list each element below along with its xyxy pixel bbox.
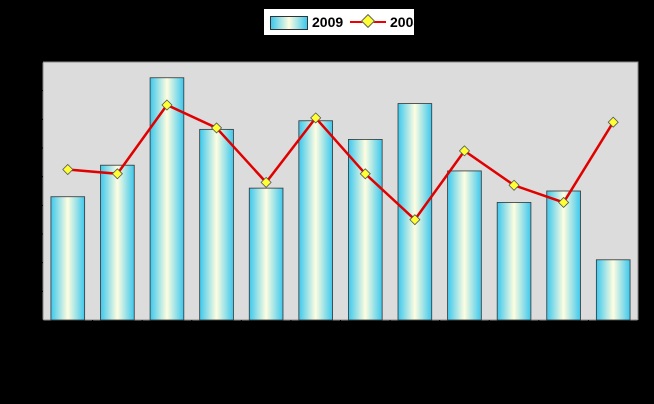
point-2008-jul [359,168,371,180]
y-tick-label: 100 [21,286,36,296]
line-2008 [67,103,615,222]
x-tick-label: Dec [603,326,623,346]
y-tick-label: 600 [21,143,36,153]
x-tick-label: Sep [454,326,475,347]
point-2008-feb [111,168,123,180]
y-tick-label: 200 [21,258,36,268]
x-tick-label: Oct [505,326,524,345]
x-tick-label: Jan [59,326,78,345]
plot-area [42,61,639,321]
bar-nov [546,190,581,321]
point-2008-apr [210,122,223,134]
bar-jun [298,120,333,321]
x-tick-label: Apr [208,326,227,345]
bar-oct [496,202,532,321]
bar-sep [447,170,482,321]
point-2008-jun [310,112,322,124]
x-tick-label: May [255,326,276,347]
point-2008-sep [458,145,471,157]
legend-label-2009: 2009 [312,14,344,30]
bar-series-2009 [50,77,631,321]
y-tick-label: 400 [21,200,36,210]
bar-aug [397,103,433,321]
bar-feb [100,164,135,321]
bar-apr [199,128,234,321]
x-tick-label: Jun [307,326,326,345]
point-2008-oct [508,179,520,191]
point-2008-may [260,176,272,188]
point-2008-mar [161,99,173,111]
bar-mar [149,77,185,321]
x-axis: Jan Feb Mar Apr May Jun Jul Aug Sep Oct Nov Dec [42,320,639,347]
x-tick-label: Aug [405,326,425,346]
point-2008-nov [558,196,570,209]
y-tick-label: 700 [21,114,36,124]
y-tick-label: 500 [21,172,36,182]
y-tick-label: 0 [31,315,36,325]
bar-jul [348,138,383,321]
legend-label-2008: 2008 [390,14,422,30]
bar-may [248,187,284,321]
x-tick-label: Mar [157,326,177,346]
legend-marker-2008 [360,13,376,29]
legend-swatch-2009 [270,16,308,30]
bar-jan [50,196,86,321]
y-axis: 0 100 200 300 400 500 600 700 800 900 [21,57,43,325]
y-tick-label: 300 [21,229,36,239]
x-tick-label: Nov [553,326,573,346]
line-series-2008 [62,99,619,226]
point-2008-dec [607,116,619,128]
legend: 2009 2008 [263,8,421,36]
bar-dec [595,259,631,321]
y-tick-label: 800 [21,86,36,96]
y-tick-label: 900 [21,57,36,67]
x-tick-label: Jul [359,326,376,343]
point-2008-aug [409,214,421,226]
point-2008-jan [62,163,74,176]
x-tick-label: Feb [108,326,128,346]
